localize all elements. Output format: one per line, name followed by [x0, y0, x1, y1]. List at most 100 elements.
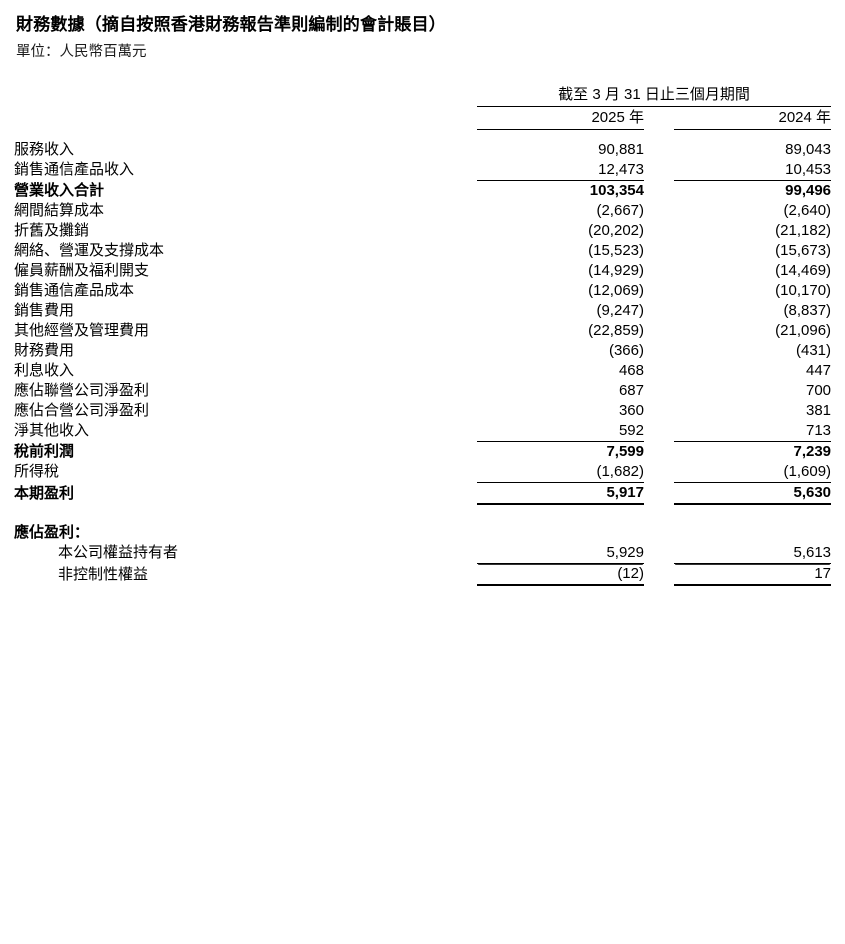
cell-2024: (21,096) [775, 321, 832, 339]
cell-2025: 360 [618, 401, 644, 419]
row-label: 財務費用 [14, 341, 75, 359]
table-row: 折舊及攤銷 (20,202) (21,182) [14, 221, 831, 241]
row-label: 稅前利潤 [14, 442, 75, 460]
row-gap-1 [463, 462, 477, 483]
header-gap-1 [463, 84, 477, 107]
cell-2025: (22,859) [588, 321, 644, 339]
row-gap-2 [644, 221, 674, 241]
row-gap-2 [644, 482, 674, 504]
cell-2025: 103,354 [589, 181, 644, 199]
table-row: 財務費用 (366) (431) [14, 341, 831, 361]
table-row: 其他經營及管理費用 (22,859) (21,096) [14, 321, 831, 341]
table-row: 淨其他收入 592 713 [14, 420, 832, 442]
row-gap-1 [463, 523, 477, 543]
period-header-row: 截至 3 月 31 日止三個月期間 [14, 84, 832, 107]
table-row: 應佔合營公司淨盈利 360 381 [14, 401, 831, 421]
table-row: 銷售費用 (9,247) (8,837) [14, 301, 831, 321]
row-gap-1 [463, 201, 477, 221]
table-row: 銷售通信產品收入 12,473 10,453 [14, 159, 832, 181]
table-body: 服務收入 90,881 89,043 銷售通信產品收入 12,473 10,453 營業收入… [14, 140, 832, 586]
cell-2024: 10,453 [674, 159, 832, 181]
row-gap-2 [644, 381, 674, 401]
row-label: 應佔盈利： [14, 523, 90, 541]
cell-2024: 99,496 [785, 181, 832, 199]
header-spacer-cell [14, 130, 831, 140]
row-label: 所得稅 [14, 463, 60, 480]
table-row: 本公司權益持有者 5,929 5,613 [14, 542, 832, 564]
cell-2024: (21,182) [775, 221, 832, 239]
cell-2024 [674, 523, 831, 543]
cell-2025: 7,599 [606, 442, 644, 460]
cell-2024: 5,613 [674, 542, 832, 564]
row-gap-1 [463, 301, 477, 321]
row-gap-2 [644, 241, 674, 261]
row-label: 銷售費用 [14, 301, 75, 319]
table-row: 營業收入合計 103,354 99,496 [14, 180, 831, 201]
row-gap-1 [463, 321, 477, 341]
row-gap-2 [644, 140, 674, 160]
row-gap-2 [644, 462, 674, 483]
row-gap-2 [644, 421, 674, 442]
cell-2025: (20,202) [588, 221, 644, 239]
column-header-2024: 2024 年 [674, 106, 832, 130]
cell-2024: (14,469) [775, 261, 832, 279]
table-row: 稅前利潤 7,599 7,239 [14, 441, 831, 462]
cell-2025: 468 [618, 361, 644, 379]
row-label: 應佔合營公司淨盈利 [14, 401, 150, 419]
row-gap-1 [463, 421, 477, 442]
period-header: 截至 3 月 31 日止三個月期間 [477, 84, 832, 107]
row-gap-1 [463, 180, 477, 201]
table-row: 僱員薪酬及福利開支 (14,929) (14,469) [14, 261, 831, 281]
year-empty-label-cell [14, 107, 463, 130]
cell-2025: 687 [618, 381, 644, 399]
cell-2025: 592 [477, 420, 644, 442]
row-gap-2 [644, 401, 674, 421]
row-label: 銷售通信產品收入 [14, 161, 135, 178]
row-gap-1 [463, 261, 477, 281]
row-gap-1 [463, 563, 477, 585]
cell-2024: 5,630 [674, 482, 832, 505]
row-gap-1 [463, 482, 477, 504]
row-gap-1 [463, 441, 477, 462]
cell-2024: 713 [674, 420, 832, 442]
cell-2025: (2,667) [596, 201, 644, 219]
row-label: 折舊及攤銷 [14, 221, 90, 239]
cell-2024: (1,609) [674, 461, 832, 483]
row-gap-2 [644, 523, 674, 543]
cell-2024: (15,673) [775, 241, 832, 259]
row-label: 營業收入合計 [14, 181, 105, 199]
cell-2024: 89,043 [785, 140, 832, 158]
row-label: 網間結算成本 [14, 201, 105, 219]
cell-2025: 5,917 [477, 482, 644, 505]
row-gap-2 [644, 563, 674, 585]
row-gap-2 [644, 261, 674, 281]
cell-2025: (14,929) [588, 261, 644, 279]
row-gap-1 [463, 543, 477, 564]
cell-2025: (366) [608, 341, 644, 359]
page-title: 財務數據（摘自按照香港財務報告準則編制的會計賬目） [16, 15, 446, 34]
cell-2024: 17 [674, 563, 832, 586]
row-gap-1 [463, 221, 477, 241]
row-gap-1 [463, 381, 477, 401]
row-gap-1 [463, 140, 477, 160]
cell-2025: 5,929 [477, 542, 644, 564]
table-header: 截至 3 月 31 日止三個月期間 2025 年 2024 年 [14, 84, 832, 140]
cell-2025: (1,682) [477, 461, 644, 483]
year-header-row: 2025 年 2024 年 [14, 106, 832, 130]
table-row: 應佔盈利： [14, 523, 831, 543]
cell-2024: (10,170) [775, 281, 832, 299]
table-row: 所得稅 (1,682) (1,609) [14, 461, 832, 483]
row-gap-2 [644, 201, 674, 221]
row-gap-2 [644, 160, 674, 181]
row-label: 本期盈利 [14, 484, 75, 502]
currency-unit-note: 單位：人民幣百萬元 [16, 44, 147, 60]
row-gap-2 [644, 180, 674, 201]
table-spacer-cell [14, 504, 831, 523]
cell-2024: (8,837) [783, 301, 832, 319]
cell-2025: (9,247) [596, 301, 644, 319]
row-label: 非控制性權益 [58, 565, 149, 583]
row-gap-2 [644, 281, 674, 301]
column-header-2025: 2025 年 [477, 106, 644, 130]
cell-2024: (431) [796, 341, 832, 359]
